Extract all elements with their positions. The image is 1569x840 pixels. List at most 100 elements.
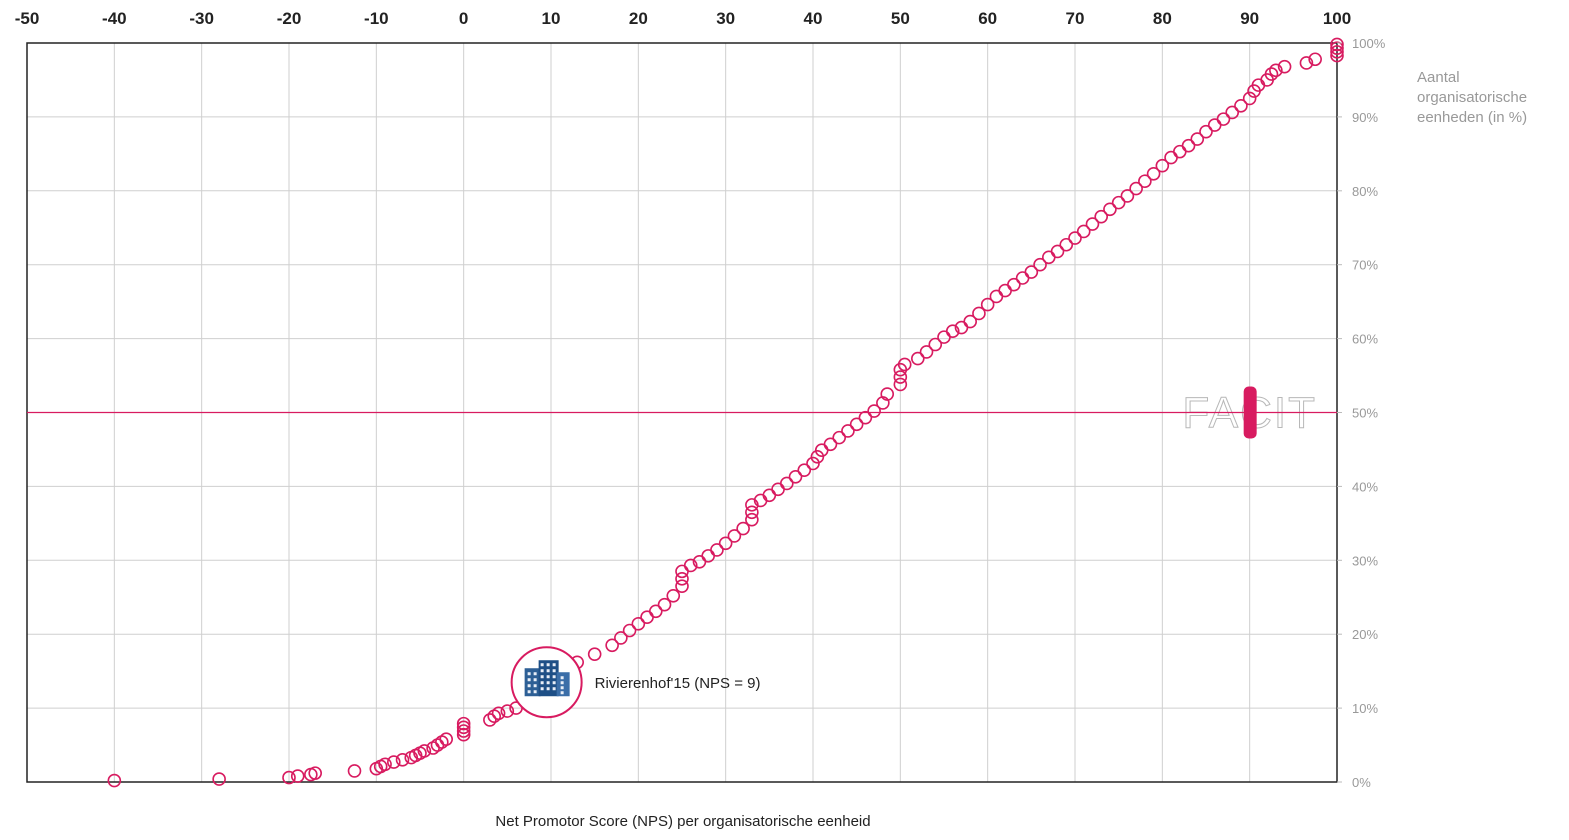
data-point [456,727,471,742]
y-axis-label: Aantal organisatorische eenheden (in %) [1417,69,1527,126]
building-window [560,681,564,685]
x-tick-labels: -50 -40 -30 -20 -10 0 10 20 30 40 50 60 70 80 90 100 [15,9,1351,28]
y-tick-label: 60% [1352,332,1378,347]
building-window [552,663,556,667]
y-tick-label: 80% [1352,184,1378,199]
data-point [1164,150,1178,165]
data-point [347,764,362,778]
data-point [1024,265,1039,279]
data-point [1225,105,1239,120]
y-tick-label: 10% [1352,701,1378,716]
building-icon [524,660,570,697]
data-point [1234,99,1248,113]
data-point [762,488,777,503]
x-tick-label: 50 [891,9,910,28]
data-point [1264,67,1279,81]
data-point [1190,132,1205,146]
data-point [1129,181,1143,196]
data-point [439,732,454,746]
data-point [771,482,785,497]
data-point [1085,217,1100,231]
data-point [1216,112,1231,126]
data-point [683,558,698,573]
data-point [963,314,978,329]
data-point [386,755,401,769]
highlight-label: Rivierenhof'15 (NPS = 9) [595,675,761,692]
building-window [552,687,556,691]
building-window [527,672,531,676]
y-tick-label: 50% [1352,406,1378,421]
data-point [1330,48,1344,63]
data-point [980,297,995,312]
building-window [527,678,531,682]
building-window [540,687,544,691]
data-point [893,370,908,384]
data-point [1277,59,1292,74]
building-window [540,675,544,679]
data-point [779,476,794,491]
building-window [546,669,550,673]
data-point [456,724,471,738]
data-point [1269,63,1283,78]
data-point [212,772,226,786]
data-point [806,456,820,471]
y-axis-label-line: Aantal [1417,69,1460,86]
data-point [648,604,663,619]
building-window [546,663,550,667]
y-tick-label: 100% [1352,36,1386,51]
x-tick-label: 40 [804,9,823,28]
data-point [810,450,825,464]
data-point [1050,244,1065,259]
data-point [631,617,646,631]
data-point [1308,52,1322,67]
data-point [657,597,672,612]
y-axis-label-line: organisatorische [1417,89,1527,106]
data-point [1155,158,1170,173]
data-point [797,463,812,477]
x-tick-label: -40 [102,9,127,28]
data-point [1120,189,1135,203]
data-point [1181,138,1196,153]
data-point [456,720,471,735]
data-point [989,289,1004,304]
building-window [533,678,537,682]
x-tick-label: 60 [978,9,997,28]
y-tick-label: 70% [1352,258,1378,273]
data-point [456,716,471,731]
data-point [867,404,881,418]
building-window [560,686,564,690]
data-point [893,377,908,392]
data-point [919,345,934,359]
data-point [1033,257,1047,272]
data-point [1207,118,1222,132]
x-tick-label: -30 [189,9,214,28]
data-point [1146,167,1161,181]
data-point [500,704,515,718]
data-point [945,324,960,339]
data-point [1138,174,1152,188]
data-point [605,638,619,653]
building-window [540,669,544,673]
x-tick-label: -20 [277,9,302,28]
building-window [527,684,531,688]
data-point [1111,195,1126,210]
building-window [552,681,556,685]
data-point [1015,271,1030,285]
data-point [1076,224,1091,239]
x-tick-label: 90 [1240,9,1259,28]
data-point [675,564,689,579]
data-point [910,351,925,366]
y-tick-label: 30% [1352,553,1378,568]
data-point [614,631,628,645]
building-window [546,681,550,685]
data-point [622,623,637,638]
data-point [290,769,305,783]
data-point [1042,250,1056,265]
building-window [533,684,537,688]
data-point [1068,231,1082,245]
data-point [710,543,724,557]
data-point [832,430,847,445]
building-window [527,690,531,694]
y-tick-label: 0% [1352,775,1371,790]
